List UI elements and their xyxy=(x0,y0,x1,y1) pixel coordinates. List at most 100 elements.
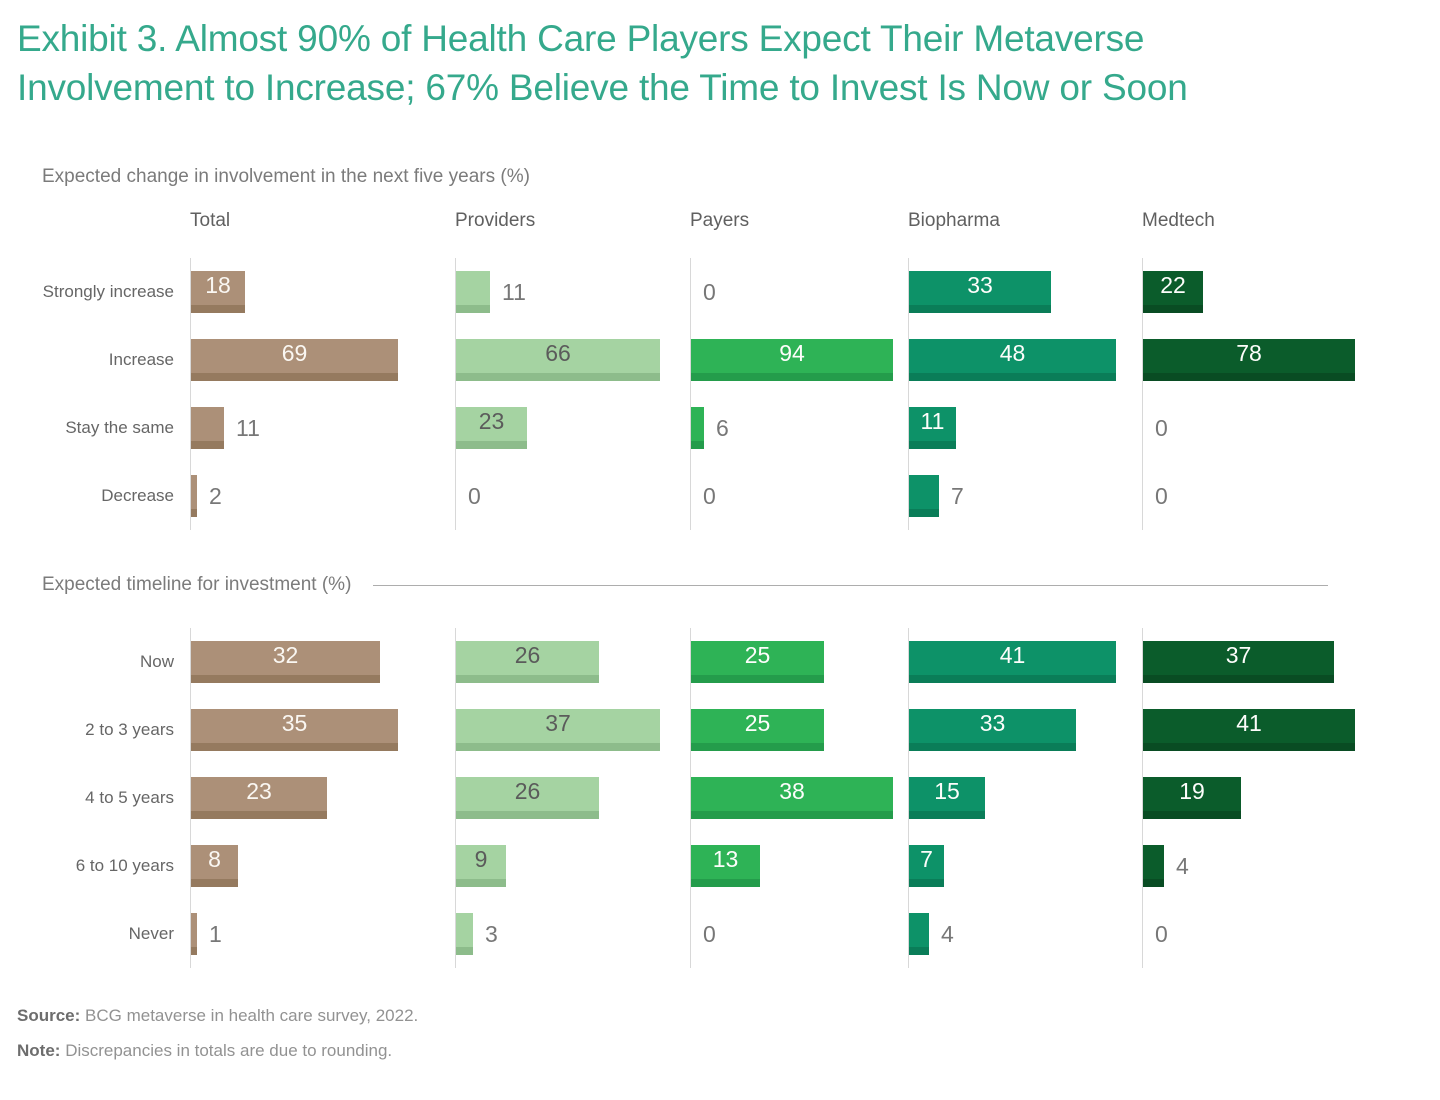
series-header-total: Total xyxy=(190,210,231,231)
bar-value-label: 69 xyxy=(281,339,308,366)
bar-medtech-4-to-5-years: 19 xyxy=(1143,777,1241,819)
series-header-biopharma: Biopharma xyxy=(908,210,1000,231)
bar-row-medtech-decrease: 0 xyxy=(1143,462,1392,530)
exhibit-title-line1: Exhibit 3. Almost 90% of Health Care Pla… xyxy=(17,18,1145,59)
bar-value-label: 23 xyxy=(478,407,505,434)
bar-total-decrease xyxy=(191,475,197,517)
series-column-providers: Providers 11 66 23 0 xyxy=(455,210,690,530)
plot-medtech: 22 78 0 0 xyxy=(1142,258,1392,530)
bar-biopharma-now: 41 xyxy=(909,641,1116,683)
bar-row-medtech-6-to-10-years: 4 xyxy=(1143,832,1392,900)
bar-row-providers-increase: 66 xyxy=(456,326,690,394)
bar-biopharma-2-to-3-years: 33 xyxy=(909,709,1076,751)
bar-row-biopharma-never: 4 xyxy=(909,900,1142,968)
bar-value-label: 37 xyxy=(545,709,571,736)
bar-value-label: 2 xyxy=(209,482,222,509)
bar-total-2-to-3-years: 35 xyxy=(191,709,398,751)
bar-total-4-to-5-years: 23 xyxy=(191,777,327,819)
series-column-biopharma: 41 33 15 7 4 xyxy=(908,628,1142,968)
category-label-strongly-increase: Strongly increase xyxy=(42,282,174,302)
bar-payers-increase: 94 xyxy=(691,339,893,381)
bar-medtech-increase: 78 xyxy=(1143,339,1355,381)
source-label: Source: xyxy=(17,1006,81,1025)
bar-value-label: 0 xyxy=(1155,482,1168,509)
bar-value-label: 66 xyxy=(545,339,571,366)
bar-value-label: 6 xyxy=(716,414,729,441)
bar-value-label: 19 xyxy=(1179,777,1205,804)
bar-biopharma-decrease xyxy=(909,475,939,517)
series-column-biopharma: Biopharma 33 48 11 7 xyxy=(908,210,1142,530)
bar-payers-2-to-3-years: 25 xyxy=(691,709,824,751)
bar-value-label: 33 xyxy=(967,271,993,298)
bar-value-label: 3 xyxy=(485,920,498,947)
bar-row-providers-4-to-5-years: 26 xyxy=(456,764,690,832)
bar-row-biopharma-6-to-10-years: 7 xyxy=(909,832,1142,900)
plot-total: 18 69 11 2 xyxy=(190,258,455,530)
bar-total-now: 32 xyxy=(191,641,380,683)
plot-payers: 0 94 6 0 xyxy=(690,258,908,530)
bar-row-total-stay-the-same: 11 xyxy=(191,394,455,462)
bar-value-label: 0 xyxy=(703,482,716,509)
bar-medtech-2-to-3-years: 41 xyxy=(1143,709,1355,751)
bar-row-total-never: 1 xyxy=(191,900,455,968)
section-header-involvement: Expected change in involvement in the ne… xyxy=(42,166,1440,188)
bar-biopharma-never xyxy=(909,913,929,955)
bar-row-providers-decrease: 0 xyxy=(456,462,690,530)
plot-medtech: 37 41 19 4 0 xyxy=(1142,628,1392,968)
bar-row-medtech-never: 0 xyxy=(1143,900,1392,968)
bar-providers-2-to-3-years: 37 xyxy=(456,709,660,751)
bar-value-label: 78 xyxy=(1236,339,1262,366)
bar-medtech-strongly-increase: 22 xyxy=(1143,271,1203,313)
series-column-medtech: 37 41 19 4 0 xyxy=(1142,628,1392,968)
bar-total-strongly-increase: 18 xyxy=(191,271,245,313)
bar-value-label: 0 xyxy=(703,920,716,947)
bar-row-total-decrease: 2 xyxy=(191,462,455,530)
bar-payers-stay-the-same xyxy=(691,407,704,449)
bar-value-label: 33 xyxy=(979,709,1006,736)
bar-value-label: 7 xyxy=(920,845,933,872)
bar-row-total-now: 32 xyxy=(191,628,455,696)
bar-medtech-now: 37 xyxy=(1143,641,1334,683)
bar-total-never xyxy=(191,913,197,955)
bar-row-providers-strongly-increase: 11 xyxy=(456,258,690,326)
bar-value-label: 7 xyxy=(951,482,964,509)
bar-row-providers-never: 3 xyxy=(456,900,690,968)
category-label-4-to-5-years: 4 to 5 years xyxy=(85,788,174,808)
category-label-stay-the-same: Stay the same xyxy=(65,418,174,438)
category-label-2-to-3-years: 2 to 3 years xyxy=(85,720,174,740)
series-column-payers: 25 25 38 13 0 xyxy=(690,628,908,968)
note-text: Discrepancies in totals are due to round… xyxy=(65,1041,393,1060)
bar-value-label: 48 xyxy=(999,339,1026,366)
series-column-payers: Payers 0 94 6 0 xyxy=(690,210,908,530)
chart-section-involvement: Expected change in involvement in the ne… xyxy=(0,166,1440,530)
bar-value-label: 11 xyxy=(920,407,945,434)
plot-biopharma: 41 33 15 7 4 xyxy=(908,628,1142,968)
plot-providers: 26 37 26 9 3 xyxy=(455,628,690,968)
bar-row-biopharma-4-to-5-years: 15 xyxy=(909,764,1142,832)
bar-row-providers-6-to-10-years: 9 xyxy=(456,832,690,900)
bar-value-label: 25 xyxy=(744,641,771,668)
bar-total-stay-the-same xyxy=(191,407,224,449)
bar-providers-increase: 66 xyxy=(456,339,660,381)
plot-total: 32 35 23 8 1 xyxy=(190,628,455,968)
bar-row-medtech-4-to-5-years: 19 xyxy=(1143,764,1392,832)
bar-value-label: 9 xyxy=(474,845,488,872)
category-labels-column: Strongly increase Increase Stay the same De… xyxy=(17,210,190,530)
bar-value-label: 41 xyxy=(1236,709,1262,736)
section-title-timeline: Expected timeline for investment (%) xyxy=(42,574,352,595)
section-header-timeline: Expected timeline for investment (%) xyxy=(42,574,1440,596)
bar-value-label: 41 xyxy=(999,641,1026,668)
bar-row-payers-stay-the-same: 6 xyxy=(691,394,908,462)
plot-providers: 11 66 23 0 xyxy=(455,258,690,530)
bar-providers-stay-the-same: 23 xyxy=(456,407,527,449)
bar-row-biopharma-stay-the-same: 11 xyxy=(909,394,1142,462)
bar-value-label: 0 xyxy=(468,482,481,509)
bar-medtech-6-to-10-years xyxy=(1143,845,1164,887)
bar-row-biopharma-decrease: 7 xyxy=(909,462,1142,530)
bar-row-providers-2-to-3-years: 37 xyxy=(456,696,690,764)
source-line: Source: BCG metaverse in health care sur… xyxy=(17,998,1440,1033)
bar-biopharma-6-to-10-years: 7 xyxy=(909,845,944,887)
note-line: Note: Discrepancies in totals are due to… xyxy=(17,1033,1440,1068)
bar-row-payers-strongly-increase: 0 xyxy=(691,258,908,326)
bar-value-label: 23 xyxy=(246,777,272,804)
